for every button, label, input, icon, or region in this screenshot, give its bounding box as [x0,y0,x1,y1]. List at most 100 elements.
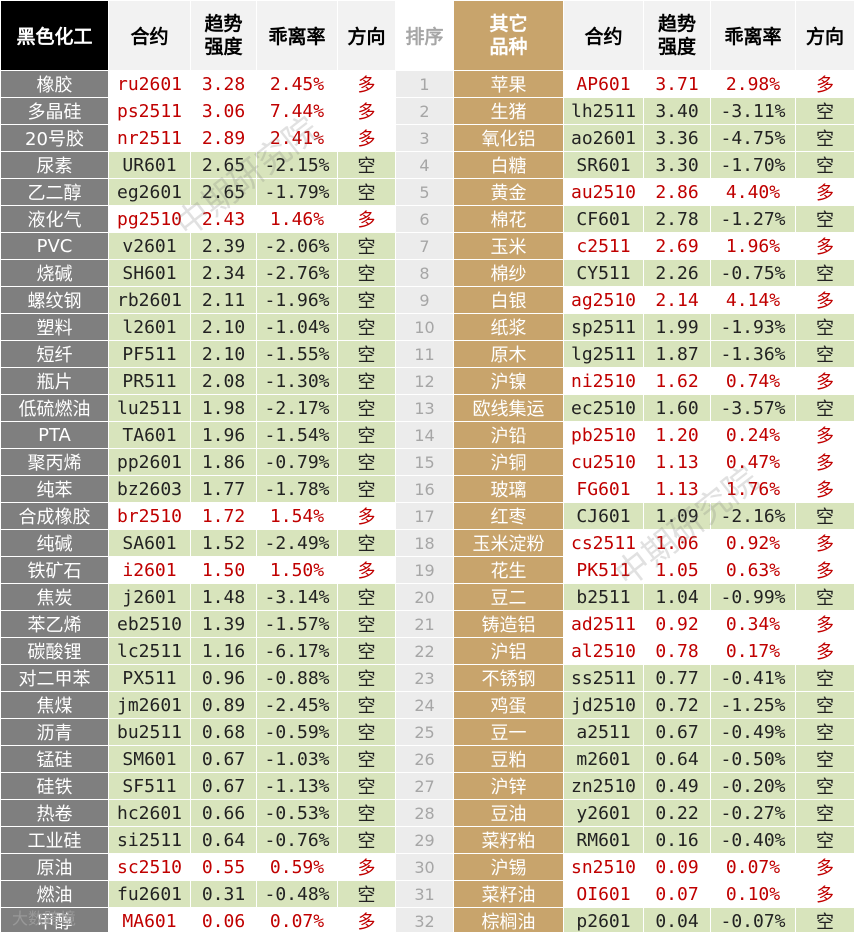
cell: ec2510 [563,394,644,422]
cell: SA601 [108,529,191,557]
cell: 红枣 [453,502,564,530]
cell: -1.27% [710,205,796,233]
cell: 1.48 [190,583,257,611]
cell: lc2511 [108,637,191,665]
header-text: 方向 [805,26,844,48]
cell: 烧碱 [0,259,109,287]
cell: 空 [795,205,854,233]
cell: 空 [795,124,854,152]
cell: 4.14% [710,286,796,314]
cell: SF511 [108,772,191,800]
cell: 欧线集运 [453,394,564,422]
cell: 0.92 [643,610,711,638]
cell: 空 [337,745,396,773]
cell: 1.05 [643,556,711,584]
cell: 15 [395,448,454,476]
cell: 1.39 [190,610,257,638]
cell: 空 [337,232,396,260]
cell: pg2510 [108,205,191,233]
cell: 空 [337,664,396,692]
cell: 2.39 [190,232,257,260]
cell: si2511 [108,826,191,854]
cell: 棉纱 [453,259,564,287]
cell: 多 [337,205,396,233]
cell: 空 [337,880,396,908]
cell: 空 [795,907,854,932]
cell: 空 [795,664,854,692]
cell: -3.14% [256,583,338,611]
cell: 4.40% [710,178,796,206]
cell: 0.55 [190,853,257,881]
cell: lh2511 [563,97,644,125]
cell: -0.49% [710,718,796,746]
cell: PF511 [108,340,191,368]
cell: 多 [795,70,854,98]
cell: 空 [337,286,396,314]
cell: 0.89 [190,691,257,719]
cell: 空 [795,394,854,422]
cell: ao2601 [563,124,644,152]
cell: 空 [337,394,396,422]
cell: 1.46% [256,205,338,233]
cell: 0.10% [710,880,796,908]
cell: bu2511 [108,718,191,746]
cell: 白糖 [453,151,564,179]
cell: 1.72 [190,502,257,530]
data-row: 多晶硅 ps2511 3.06 7.44% 多 2 生猪 lh2511 3.40 -3.11% 空 [0,97,854,125]
data-row: 合成橡胶 br2510 1.72 1.54% 多 17 红枣 CJ601 1.09 -2.16% 空 [0,502,854,530]
cell: cu2510 [563,448,644,476]
cell: 22 [395,637,454,665]
cell: 1.87 [643,340,711,368]
cell: 空 [795,772,854,800]
cell: -1.04% [256,313,338,341]
cell: 空 [337,475,396,503]
cell: ag2510 [563,286,644,314]
cell: 棕榈油 [453,907,564,932]
cell: -1.13% [256,772,338,800]
cell: 1.76% [710,475,796,503]
cell: 25 [395,718,454,746]
cell: 0.49 [643,772,711,800]
cell: 多 [337,97,396,125]
cell: 空 [337,691,396,719]
cell: 21 [395,610,454,638]
cell: 2.14 [643,286,711,314]
cell: sn2510 [563,853,644,881]
cell: 豆一 [453,718,564,746]
cell: 锰硅 [0,745,109,773]
cell: 3.36 [643,124,711,152]
cell: 硅铁 [0,772,109,800]
cell: 原油 [0,853,109,881]
cell: 多 [795,610,854,638]
cell: ps2511 [108,97,191,125]
cell: a2511 [563,718,644,746]
cell: 0.78 [643,637,711,665]
header-row: 黑色化工 合约 趋势强度 乖离率 方向 排序 其它品种 合约 趋势强度 乖离率 方向 [0,0,854,71]
cell: 鸡蛋 [453,691,564,719]
cell: bz2603 [108,475,191,503]
cell: 苯乙烯 [0,610,109,638]
cell: sp2511 [563,313,644,341]
cell: 豆二 [453,583,564,611]
cell: 对二甲苯 [0,664,109,692]
cell: 氧化铝 [453,124,564,152]
cell: SH601 [108,259,191,287]
data-row: 塑料 l2601 2.10 -1.04% 空 10 纸浆 sp2511 1.99 -1.93% 空 [0,313,854,341]
cell: 纯碱 [0,529,109,557]
cell: 多 [795,529,854,557]
cell: 2.26 [643,259,711,287]
cell: ss2511 [563,664,644,692]
cell: 2.86 [643,178,711,206]
cell: 不锈钢 [453,664,564,692]
cell: 空 [337,610,396,638]
cell: 2.34 [190,259,257,287]
cell: -1.36% [710,340,796,368]
cell: CJ601 [563,502,644,530]
cell: 28 [395,799,454,827]
cell: -0.76% [256,826,338,854]
cell: -1.55% [256,340,338,368]
cell: 7.44% [256,97,338,125]
cell: 0.68 [190,718,257,746]
cell: 豆油 [453,799,564,827]
